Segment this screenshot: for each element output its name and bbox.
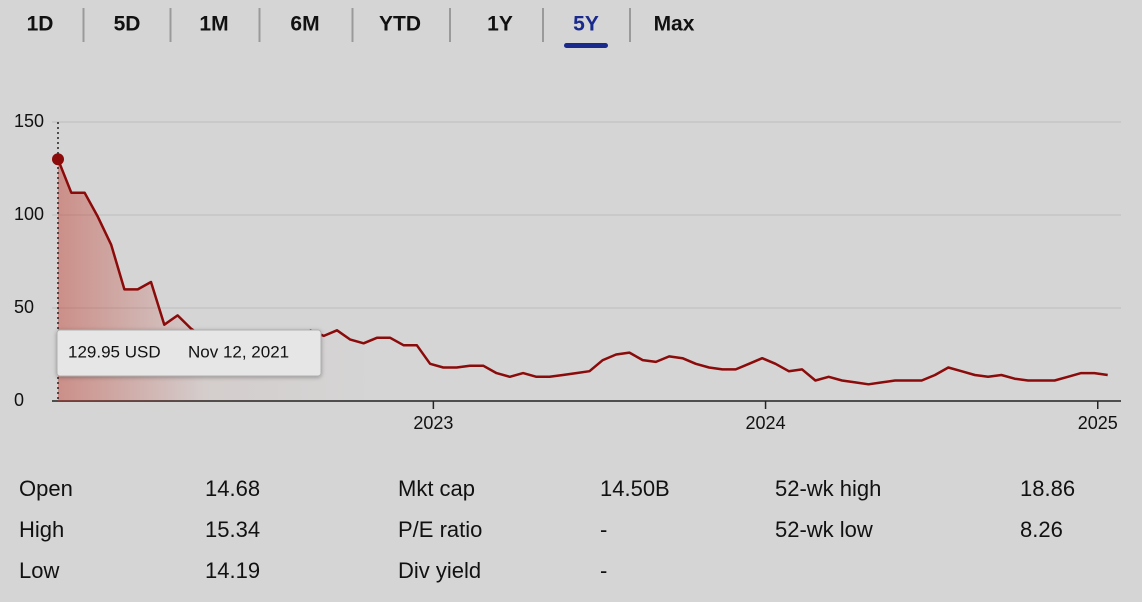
y-tick-label: 0 (14, 390, 24, 410)
y-tick-label: 150 (14, 111, 44, 131)
tab-label[interactable]: 5Y (573, 13, 599, 36)
stat-label: Div yield (398, 558, 481, 583)
hover-point (52, 153, 64, 166)
tab-label[interactable]: YTD (379, 13, 421, 36)
tab-label[interactable]: Max (654, 13, 695, 36)
stat-value: 14.50B (600, 476, 670, 501)
stat-value: - (600, 517, 607, 542)
price-chart: 0 50 100 150 2023 2024 2025 129.95 USD Nov 12, 2… (14, 111, 1121, 433)
stat-label: 52-wk low (775, 517, 873, 542)
stat-label: 52-wk high (775, 476, 881, 501)
tooltip-date: Nov 12, 2021 (188, 342, 289, 361)
stat-value: 15.34 (205, 517, 260, 542)
stat-label: High (19, 517, 64, 542)
tab-label[interactable]: 6M (290, 13, 319, 36)
tooltip-value: 129.95 USD (68, 342, 161, 361)
stat-label: Mkt cap (398, 476, 475, 501)
stats-table: Open 14.68 Mkt cap 14.50B 52-wk high 18.86 Hig… (19, 476, 1075, 583)
stat-value: 14.68 (205, 476, 260, 501)
tooltip-box (56, 329, 322, 377)
stat-value: - (600, 558, 607, 583)
stat-label: Low (19, 558, 59, 583)
stat-value: 14.19 (205, 558, 260, 583)
y-tick-label: 100 (14, 204, 44, 224)
y-tick-label: 50 (14, 297, 34, 317)
active-tab-indicator (564, 43, 608, 48)
stat-label: P/E ratio (398, 517, 482, 542)
tab-label[interactable]: 1M (199, 13, 228, 36)
range-tabs: 1D 5D 1M 6M YTD 1Y 5Y Max (27, 8, 695, 48)
x-tick-label: 2025 (1078, 413, 1118, 433)
x-tick-label: 2023 (413, 413, 453, 433)
tab-label[interactable]: 1Y (487, 13, 513, 36)
tab-label[interactable]: 1D (27, 13, 54, 36)
stat-value: 8.26 (1020, 517, 1063, 542)
stat-value: 18.86 (1020, 476, 1075, 501)
x-tick-label: 2024 (746, 413, 786, 433)
tab-label[interactable]: 5D (114, 13, 141, 36)
stat-label: Open (19, 476, 73, 501)
